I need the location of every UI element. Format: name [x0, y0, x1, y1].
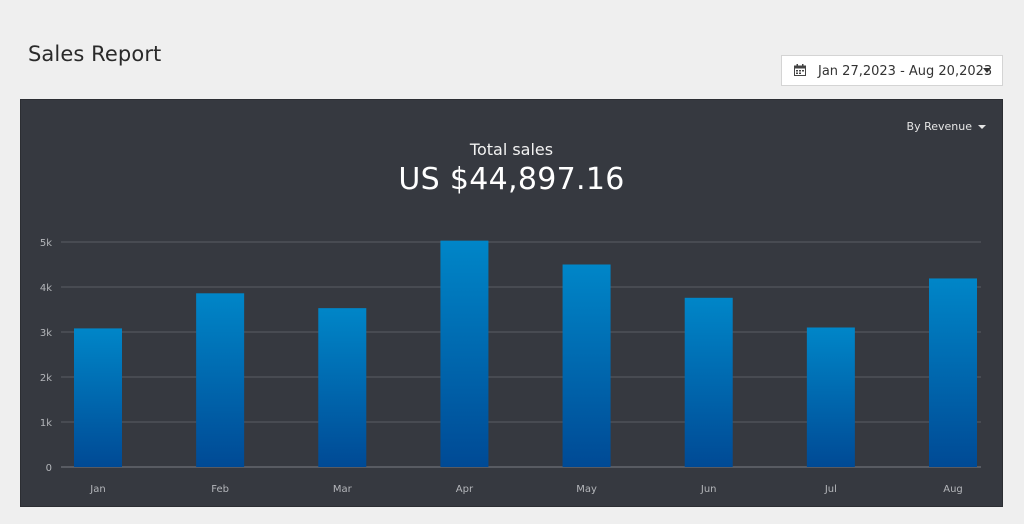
y-tick-label: 0: [46, 463, 52, 474]
x-tick-label: Jul: [824, 484, 837, 495]
bar-apr[interactable]: [440, 240, 489, 467]
x-tick-label: Feb: [211, 484, 229, 495]
bar-jul[interactable]: [806, 327, 855, 468]
bar-may[interactable]: [562, 264, 611, 468]
x-tick-label: May: [576, 484, 597, 495]
caret-down-icon: [983, 68, 991, 73]
caret-down-icon: [978, 124, 986, 129]
bar-mar[interactable]: [318, 308, 367, 467]
x-tick-label: Jan: [89, 484, 105, 495]
date-range-label: Jan 27,2023 - Aug 20,2023: [818, 64, 993, 79]
metric-dropdown-label: By Revenue: [906, 120, 972, 133]
revenue-bar-chart: 0 1k 2k 3k 4k 5k Jan Feb Mar Apr May Jun Jul Aug: [40, 238, 981, 495]
y-tick-label: 3k: [40, 328, 52, 339]
y-tick-label: 1k: [40, 418, 52, 429]
x-tick-label: Jun: [700, 484, 717, 495]
x-tick-label: Apr: [456, 484, 474, 495]
page-title: Sales Report: [28, 42, 162, 66]
bar-feb[interactable]: [196, 293, 245, 467]
total-sales-value: US $44,897.16: [398, 162, 625, 197]
bar-aug[interactable]: [929, 278, 977, 467]
x-tick-label: Aug: [943, 484, 963, 495]
calendar-icon: [794, 64, 806, 76]
sales-chart-panel: By Revenue Total sales US $44,897.16 0 1k…: [20, 99, 1003, 507]
y-tick-label: 4k: [40, 283, 52, 294]
bar-jun[interactable]: [684, 297, 733, 467]
total-sales-heading: Total sales: [469, 140, 554, 159]
x-tick-label: Mar: [333, 484, 353, 495]
date-range-picker[interactable]: Jan 27,2023 - Aug 20,2023: [781, 55, 1003, 86]
y-tick-label: 2k: [40, 373, 52, 384]
metric-dropdown[interactable]: By Revenue: [907, 120, 986, 133]
y-tick-label: 5k: [40, 238, 52, 249]
bar-jan[interactable]: [74, 328, 122, 467]
